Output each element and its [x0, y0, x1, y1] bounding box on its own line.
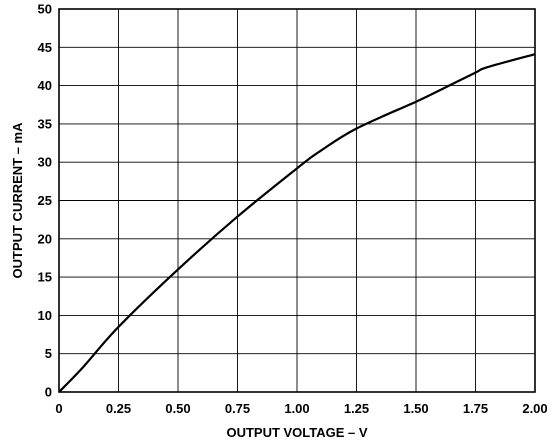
y-tick-label: 35 — [38, 116, 52, 131]
x-tick-label: 0 — [55, 401, 62, 416]
x-tick-label: 0.50 — [165, 401, 190, 416]
y-tick-label: 0 — [45, 385, 52, 400]
y-tick-labels: 0 5 10 15 20 25 30 35 40 45 50 — [38, 2, 52, 400]
y-tick-label: 15 — [38, 270, 52, 285]
y-tick-label: 45 — [38, 40, 52, 55]
grid — [59, 9, 535, 392]
x-tick-label: 1.25 — [344, 401, 369, 416]
series-line — [58, 53, 536, 393]
y-tick-label: 50 — [38, 2, 52, 17]
y-tick-label: 5 — [45, 346, 52, 361]
y-tick-label: 20 — [38, 231, 52, 246]
x-tick-label: 1.00 — [284, 401, 309, 416]
y-tick-label: 10 — [38, 308, 52, 323]
x-axis-title: OUTPUT VOLTAGE – V — [226, 425, 367, 440]
x-tick-label: 0.75 — [225, 401, 250, 416]
y-tick-label: 40 — [38, 78, 52, 93]
y-tick-label: 30 — [38, 155, 52, 170]
x-tick-label: 2.00 — [522, 401, 547, 416]
y-axis-title: OUTPUT CURRENT – mA — [10, 122, 25, 279]
y-tick-label: 25 — [38, 193, 52, 208]
x-tick-label: 1.50 — [403, 401, 428, 416]
x-tick-label: 1.75 — [463, 401, 488, 416]
plot-frame — [58, 8, 536, 393]
series-group — [58, 53, 536, 393]
x-tick-labels: 0 0.25 0.50 0.75 1.00 1.25 1.50 1.75 2.00 — [55, 401, 547, 416]
x-tick-label: 0.25 — [106, 401, 131, 416]
